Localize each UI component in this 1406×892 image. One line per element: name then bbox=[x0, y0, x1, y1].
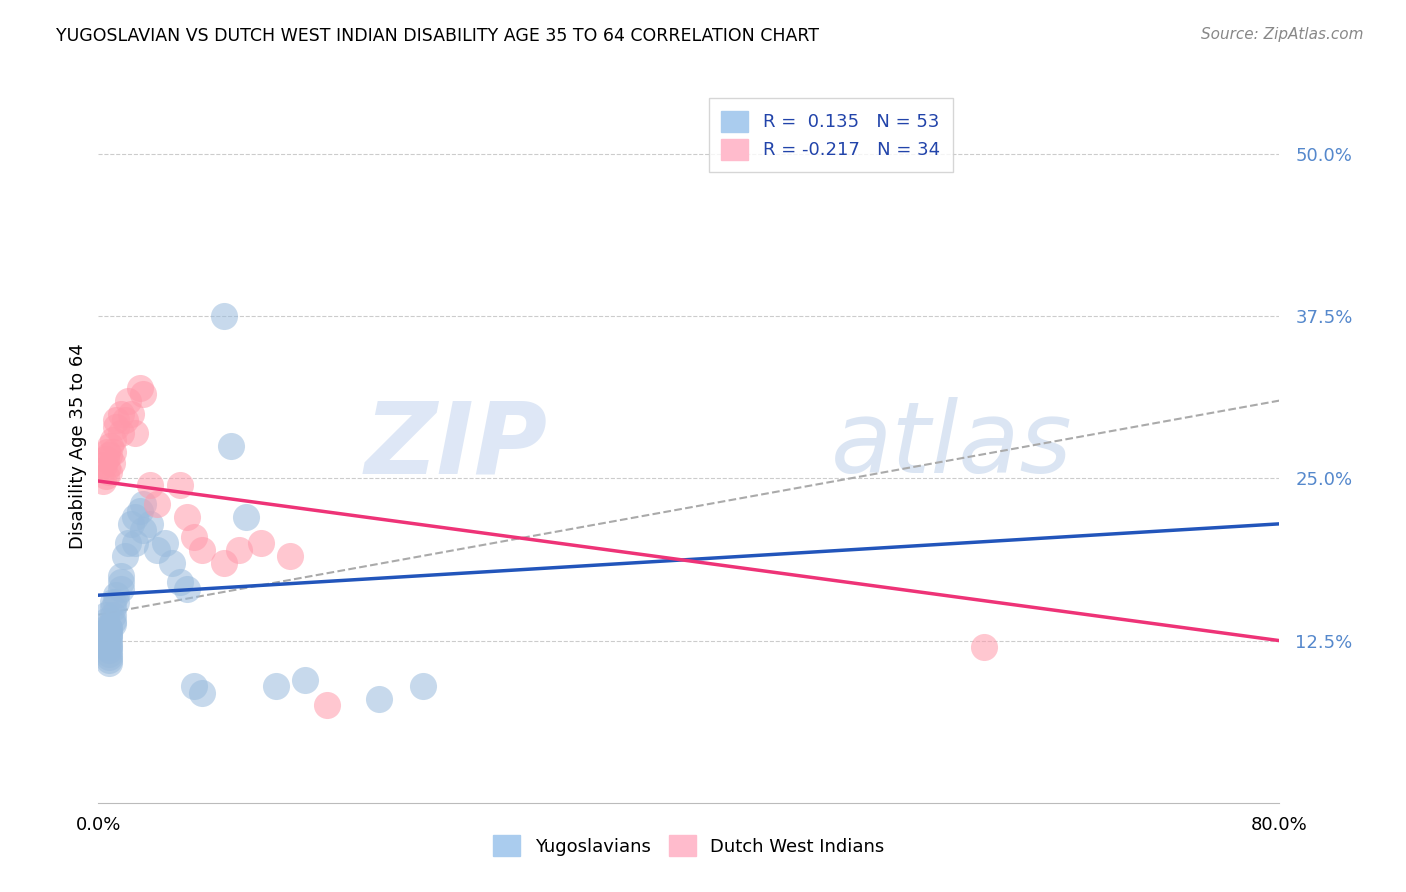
Point bbox=[176, 582, 198, 596]
Point bbox=[316, 698, 339, 713]
Point bbox=[169, 575, 191, 590]
Point bbox=[94, 452, 117, 467]
Point bbox=[117, 393, 139, 408]
Point bbox=[94, 640, 117, 654]
Point bbox=[103, 614, 125, 628]
Point bbox=[97, 627, 120, 641]
Point bbox=[176, 510, 198, 524]
Point bbox=[120, 516, 142, 531]
Point bbox=[191, 685, 214, 699]
Point bbox=[97, 633, 120, 648]
Point bbox=[128, 381, 150, 395]
Point bbox=[97, 647, 120, 661]
Point bbox=[124, 536, 146, 550]
Point bbox=[97, 448, 120, 462]
Point bbox=[132, 387, 155, 401]
Point bbox=[114, 549, 136, 564]
Point bbox=[98, 439, 121, 453]
Point bbox=[219, 439, 242, 453]
Point bbox=[94, 633, 117, 648]
Text: YUGOSLAVIAN VS DUTCH WEST INDIAN DISABILITY AGE 35 TO 64 CORRELATION CHART: YUGOSLAVIAN VS DUTCH WEST INDIAN DISABIL… bbox=[56, 27, 820, 45]
Point bbox=[368, 692, 391, 706]
Point bbox=[100, 456, 122, 470]
Point bbox=[110, 425, 132, 440]
Point bbox=[973, 640, 995, 654]
Y-axis label: Disability Age 35 to 64: Disability Age 35 to 64 bbox=[69, 343, 87, 549]
Point bbox=[110, 582, 132, 596]
Point bbox=[117, 536, 139, 550]
Point bbox=[103, 607, 125, 622]
Point bbox=[128, 504, 150, 518]
Point bbox=[94, 621, 117, 635]
Point bbox=[94, 627, 117, 641]
Point bbox=[110, 575, 132, 590]
Point bbox=[93, 458, 115, 473]
Text: atlas: atlas bbox=[831, 398, 1073, 494]
Point bbox=[97, 621, 120, 635]
Legend: Yugoslavians, Dutch West Indians: Yugoslavians, Dutch West Indians bbox=[484, 826, 894, 865]
Point bbox=[96, 461, 118, 475]
Point bbox=[103, 616, 125, 631]
Point bbox=[183, 679, 205, 693]
Point bbox=[191, 542, 214, 557]
Point bbox=[235, 510, 257, 524]
Point bbox=[264, 679, 287, 693]
Point bbox=[169, 478, 191, 492]
Point bbox=[103, 445, 125, 459]
Point bbox=[162, 556, 183, 570]
Point bbox=[146, 497, 169, 511]
Point bbox=[96, 445, 118, 459]
Point bbox=[132, 497, 155, 511]
Point bbox=[153, 536, 176, 550]
Point bbox=[91, 474, 114, 488]
Point bbox=[97, 638, 120, 652]
Point bbox=[94, 627, 117, 641]
Point bbox=[110, 568, 132, 582]
Point bbox=[94, 614, 117, 628]
Point bbox=[97, 653, 120, 667]
Point bbox=[105, 595, 128, 609]
Point bbox=[105, 588, 128, 602]
Point bbox=[97, 627, 120, 641]
Point bbox=[278, 549, 302, 564]
Point bbox=[94, 468, 117, 483]
Point bbox=[97, 650, 120, 665]
Point bbox=[97, 630, 120, 644]
Point bbox=[103, 595, 125, 609]
Text: Source: ZipAtlas.com: Source: ZipAtlas.com bbox=[1201, 27, 1364, 42]
Point bbox=[212, 556, 235, 570]
Point bbox=[105, 413, 128, 427]
Point bbox=[124, 425, 146, 440]
Point bbox=[103, 433, 125, 447]
Point bbox=[97, 621, 120, 635]
Point bbox=[94, 607, 117, 622]
Point bbox=[412, 679, 434, 693]
Point bbox=[139, 478, 162, 492]
Point bbox=[97, 465, 120, 479]
Point bbox=[294, 673, 316, 687]
Point bbox=[114, 413, 136, 427]
Point bbox=[228, 542, 250, 557]
Point bbox=[97, 656, 120, 670]
Text: ZIP: ZIP bbox=[364, 398, 547, 494]
Point bbox=[97, 640, 120, 654]
Point bbox=[97, 642, 120, 657]
Point bbox=[124, 510, 146, 524]
Point bbox=[105, 419, 128, 434]
Point bbox=[212, 310, 235, 324]
Point bbox=[110, 407, 132, 421]
Point bbox=[132, 524, 155, 538]
Point bbox=[139, 516, 162, 531]
Point bbox=[120, 407, 142, 421]
Point bbox=[250, 536, 273, 550]
Point bbox=[103, 601, 125, 615]
Point bbox=[183, 530, 205, 544]
Point bbox=[146, 542, 169, 557]
